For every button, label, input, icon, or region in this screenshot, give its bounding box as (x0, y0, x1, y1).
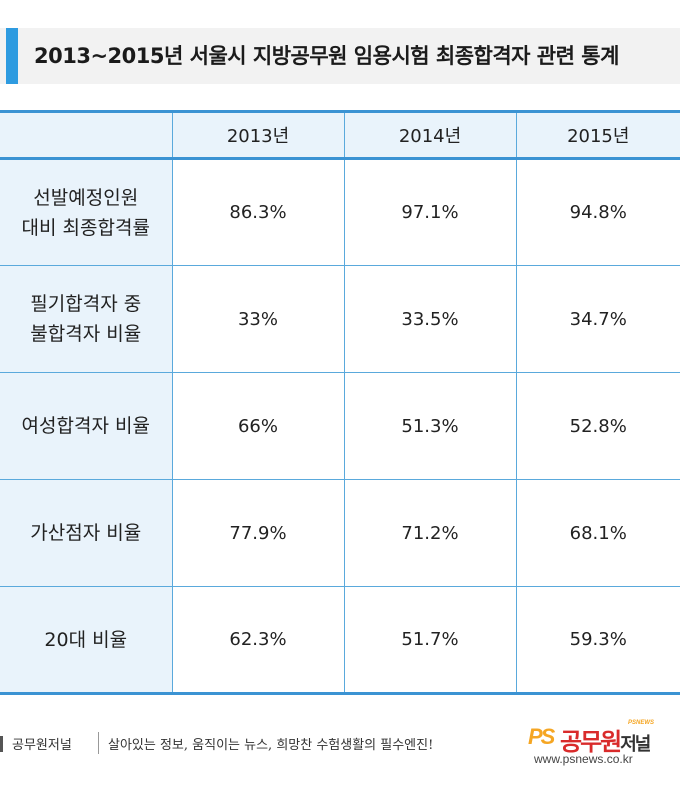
table-row: 20대 비율 62.3% 51.7% 59.3% (0, 586, 680, 695)
table-cell: 34.7% (515, 265, 680, 373)
row-label-line: 선발예정인원 (33, 186, 139, 209)
table-cell: 68.1% (515, 479, 680, 587)
table-cell: 66% (171, 372, 345, 480)
row-label: 필기합격자 중 불합격자 비율 (0, 265, 173, 373)
table-cell: 77.9% (171, 479, 345, 587)
logo-ps-mark: PS (528, 724, 555, 749)
stats-table: 2013년 2014년 2015년 선발예정인원 대비 최종합격률 86.3% … (0, 110, 680, 695)
row-label-line: 불합격자 비율 (30, 323, 142, 345)
table-header-row: 2013년 2014년 2015년 (0, 110, 680, 160)
column-header-2015: 2015년 (515, 110, 680, 160)
row-label: 여성합격자 비율 (0, 372, 173, 480)
footer: 공무원저널 살아있는 정보, 움직이는 뉴스, 희망찬 수험생활의 필수엔진! … (0, 720, 680, 772)
footer-brand: 공무원저널 (12, 738, 72, 753)
table-cell: 51.7% (343, 586, 517, 695)
table-cell: 52.8% (515, 372, 680, 480)
title-accent-bar (6, 28, 18, 84)
table-row: 필기합격자 중 불합격자 비율 33% 33.5% 34.7% (0, 265, 680, 373)
logo-name-main: 공무원 (560, 728, 622, 756)
logo-url[interactable]: www.psnews.co.kr (534, 752, 633, 766)
row-label: 가산점자 비율 (0, 479, 173, 587)
row-label-line: 여성합격자 비율 (21, 415, 150, 437)
page-title: 2013~2015년 서울시 지방공무원 임용시험 최종합격자 관련 통계 (34, 44, 619, 68)
column-header-2014: 2014년 (343, 110, 517, 160)
table-cell: 62.3% (171, 586, 345, 695)
table-cell: 33% (171, 265, 345, 373)
table-cell: 33.5% (343, 265, 517, 373)
table-cell: 97.1% (343, 158, 517, 266)
footer-slogan: 살아있는 정보, 움직이는 뉴스, 희망찬 수험생활의 필수엔진! (108, 738, 434, 753)
table-row: 여성합격자 비율 66% 51.3% 52.8% (0, 372, 680, 480)
table-cell: 86.3% (171, 158, 345, 266)
table-row: 가산점자 비율 77.9% 71.2% 68.1% (0, 479, 680, 587)
table-row: 선발예정인원 대비 최종합격률 86.3% 97.1% 94.8% (0, 157, 680, 266)
title-bar: 2013~2015년 서울시 지방공무원 임용시험 최종합격자 관련 통계 (0, 28, 680, 84)
logo-tag: PSNEWS (628, 720, 655, 726)
row-label: 선발예정인원 대비 최종합격률 (0, 157, 173, 266)
row-label: 20대 비율 (0, 586, 173, 695)
footer-divider-mark (0, 736, 3, 752)
row-label-line: 필기합격자 중 (30, 293, 142, 315)
psnews-logo[interactable]: PS 공무원저널 PSNEWS www.psnews.co.kr (528, 720, 678, 770)
column-header-2013: 2013년 (171, 110, 345, 160)
row-label-line: 가산점자 비율 (30, 522, 142, 544)
row-label-line: 20대 비율 (44, 628, 128, 651)
column-header-empty (0, 110, 173, 160)
table-cell: 94.8% (515, 158, 680, 266)
table-cell: 59.3% (515, 586, 680, 695)
row-label-line: 대비 최종합격률 (21, 216, 150, 239)
logo-name-suffix: 저널 (620, 734, 651, 755)
table-cell: 51.3% (343, 372, 517, 480)
logo-name: 공무원저널 (560, 722, 651, 757)
table-cell: 71.2% (343, 479, 517, 587)
footer-separator (98, 732, 99, 754)
